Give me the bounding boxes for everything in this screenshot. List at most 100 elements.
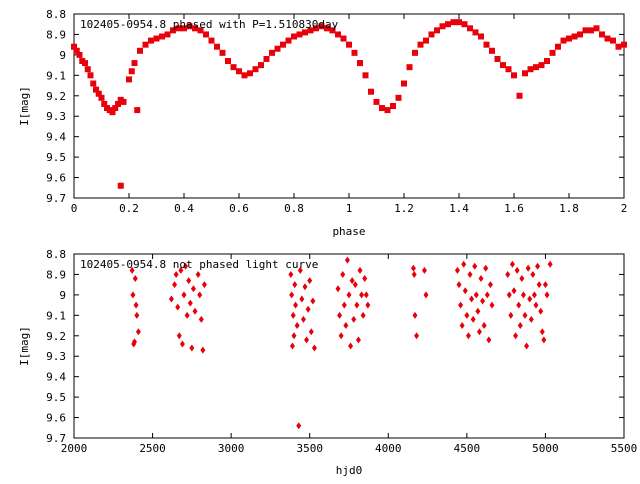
phased-data-point [461,21,468,28]
phased-data-point [159,33,165,40]
phased-data-point [115,100,121,107]
phased-data-point [483,41,490,48]
phased-data-point [599,31,605,38]
unphased-data-point [533,301,539,309]
phased-data-point [247,70,253,77]
unphased-data-point [547,260,553,268]
unphased-data-point [343,322,349,330]
unphased-data-point [484,291,490,299]
unphased-data-point [470,315,476,323]
unphased-data-point [304,336,310,344]
unphased-data-point [299,295,305,303]
unphased-data-point [539,328,545,336]
unphased-data-point [535,262,541,270]
phased-ticks: 0 0.2 0.4 0.6 0.8 1 1.2 1.4 1.6 1.8 2 8.8 8.9 9 9.1 9.2… [46,8,627,215]
unphased-points [129,256,553,430]
phased-data-point [406,64,413,71]
phased-y-tick-label: 9.1 [46,69,66,82]
phased-data-point [522,70,528,77]
phased-data-point [500,62,506,69]
phased-data-point [71,43,77,50]
unphased-data-point [294,322,300,330]
unphased-data-point [296,422,302,430]
phased-data-point [390,103,396,109]
unphased-data-point [175,303,181,311]
unphased-data-point [168,295,174,303]
unphased-data-point [132,338,137,346]
unphased-data-point [352,281,358,289]
phased-points [71,19,627,189]
unphased-y-tick-label: 9.2 [46,330,66,343]
phased-data-point [197,27,204,34]
phased-data-point [82,60,88,67]
unphased-y-tick-label: 8.8 [46,248,66,261]
unphased-data-point [509,260,515,268]
unphased-data-point [541,336,547,344]
phased-y-tick-label: 9.3 [46,110,66,123]
unphased-data-point [365,301,371,309]
unphased-data-point [462,287,468,295]
phased-x-tick-label: 1 [346,202,353,215]
phased-data-point [401,80,407,87]
unphased-y-tick-label: 9.5 [46,391,66,404]
unphased-x-tick-label: 5500 [611,442,638,455]
phased-data-point [181,25,187,32]
phased-data-point [346,41,352,48]
phased-y-tick-label: 9.5 [46,151,66,164]
unphased-data-point [476,328,482,336]
unphased-data-point [458,301,464,309]
unphased-data-point [472,262,478,270]
phased-data-point [340,35,347,42]
unphased-data-point [176,332,182,340]
phased-data-point [615,43,622,50]
unphased-data-point [348,342,354,350]
phased-data-point [544,58,550,65]
unphased-data-point [189,344,195,352]
unphased-data-point [198,315,204,323]
phased-data-point [126,76,132,83]
phased-plot-frame [73,13,625,199]
phased-data-point [428,31,435,38]
phased-data-point [208,37,215,44]
unphased-data-point [464,311,470,319]
phased-data-point [219,49,226,56]
phased-data-point [357,60,363,67]
phased-x-tick-label: 1.6 [504,202,524,215]
unphased-x-tick-label: 4000 [375,442,402,455]
phased-data-point [302,29,308,36]
unphased-x-axis-label: hjd0 [336,464,363,477]
phased-x-tick-label: 1.2 [394,202,414,215]
unphased-data-point [311,344,317,352]
phased-y-tick-label: 9 [59,49,66,62]
unphased-data-point [475,307,481,315]
phased-data-point [423,37,429,44]
phased-data-point [117,182,124,189]
phased-data-point [555,43,561,50]
phased-data-point [516,92,523,99]
phased-data-point [164,31,171,38]
unphased-y-tick-label: 8.9 [46,268,66,281]
unphased-data-point [544,291,550,299]
unphased-data-point [341,301,347,309]
unphased-data-point [516,301,522,309]
unphased-data-point [513,332,519,340]
phased-data-point [582,27,589,34]
phased-data-point [214,43,220,50]
phased-data-point [148,37,154,44]
unphased-y-tick-label: 9.4 [46,371,66,384]
phased-data-point [494,55,501,62]
unphased-panel: 2000 2500 3000 3500 4000 4500 5000 5500 8.8 8.9 9 9… [18,248,637,477]
phased-y-axis-label: I[mag] [18,86,31,126]
phased-data-point [112,105,119,112]
phased-data-point [73,47,80,54]
phased-data-point [203,31,209,38]
phased-data-point [128,68,135,75]
unphased-x-tick-label: 2000 [61,442,88,455]
phased-panel: 0 0.2 0.4 0.6 0.8 1 1.2 1.4 1.6 1.8 2 8.8 8.9 9 9.1 9.2… [18,8,627,238]
phased-data-point [274,45,281,52]
unphased-y-tick-label: 9 [59,289,66,302]
phased-data-point [489,47,495,54]
phased-y-tick-label: 8.9 [46,28,66,41]
